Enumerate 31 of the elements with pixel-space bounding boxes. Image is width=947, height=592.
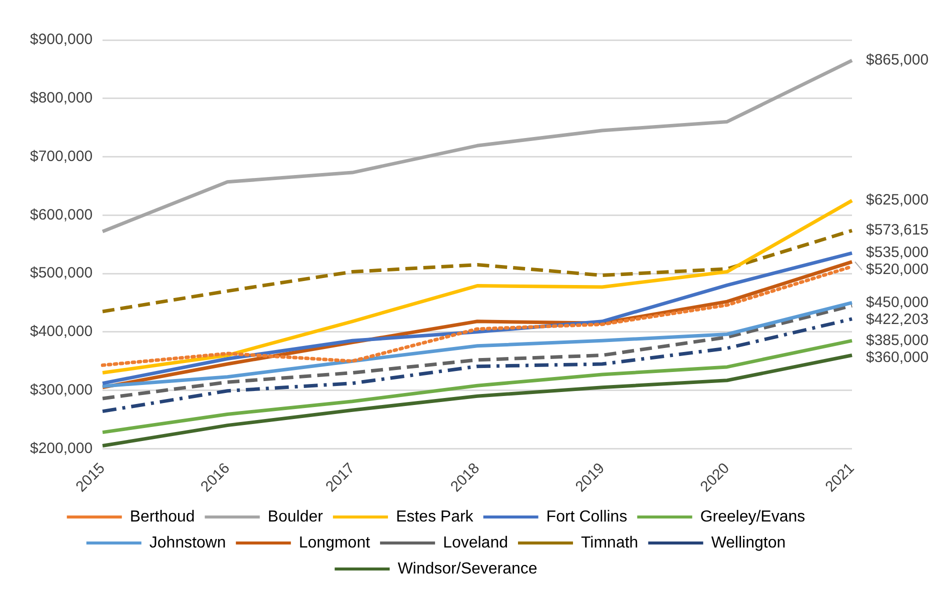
legend-label: Fort Collins <box>546 508 628 526</box>
legend-label: Johnstown <box>149 534 226 552</box>
data-label: $422,203 <box>866 310 929 328</box>
legend-label: Wellington <box>711 534 786 552</box>
y-tick-label: $900,000 <box>30 31 93 48</box>
data-label: $625,000 <box>866 192 929 209</box>
y-tick-label: $200,000 <box>30 440 93 457</box>
y-tick-label: $500,000 <box>30 264 93 282</box>
data-label: $520,000 <box>866 261 929 278</box>
legend-label: Berthoud <box>130 508 195 526</box>
legend-label: Loveland <box>443 534 508 552</box>
data-label: $360,000 <box>866 348 929 366</box>
legend-label: Timnath <box>580 534 638 552</box>
data-label: $385,000 <box>866 332 929 349</box>
legend-label: Windsor/Severance <box>398 560 538 578</box>
line-series <box>100 304 854 400</box>
legend-label: Longmont <box>298 534 371 552</box>
y-tick-label: $600,000 <box>30 206 93 224</box>
data-label: $573,615 <box>866 222 929 239</box>
y-tick-label: $800,000 <box>30 90 93 107</box>
legend-label: Boulder <box>268 508 324 526</box>
line-series <box>100 317 854 414</box>
data-label: $450,000 <box>866 294 929 311</box>
legend-label: Estes Park <box>396 508 474 526</box>
y-tick-label: $400,000 <box>30 323 93 340</box>
data-label: $535,000 <box>866 244 929 262</box>
line-series <box>100 228 854 314</box>
legend-label: Greeley/Evans <box>700 508 806 526</box>
y-tick-label: $700,000 <box>30 148 93 165</box>
y-tick-label: $300,000 <box>30 381 93 398</box>
data-label: $865,000 <box>866 52 929 69</box>
